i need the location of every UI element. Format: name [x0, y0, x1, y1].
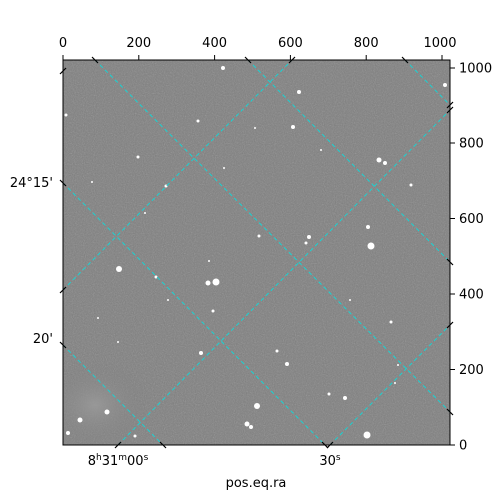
top-tick-label: 600 [278, 36, 303, 51]
grid-line-dec [63, 60, 293, 291]
top-tick-label: 200 [126, 36, 151, 51]
star [212, 278, 220, 286]
grid-line-ra [94, 60, 450, 413]
right-tick-label: 200 [459, 363, 484, 378]
dec-tick-label: 20' [33, 332, 53, 347]
star [136, 155, 140, 159]
star [291, 125, 295, 129]
star [66, 431, 70, 435]
star [376, 157, 382, 163]
sky-glow [63, 360, 150, 445]
star [116, 266, 122, 272]
star [304, 241, 308, 245]
ra-hours: 8 [88, 454, 96, 469]
star [343, 396, 347, 400]
ra-seconds: 00 [127, 454, 144, 469]
star [443, 83, 447, 87]
star [221, 66, 225, 70]
star [349, 299, 351, 301]
grid-line-ra [404, 60, 450, 106]
star [389, 320, 393, 324]
star [394, 382, 396, 384]
grid-line-ra [247, 60, 450, 263]
dec-tick-label: 24°15' [10, 176, 53, 191]
stars [64, 66, 447, 439]
star [64, 113, 68, 117]
right-tick-label: 600 [459, 212, 484, 227]
star [196, 119, 200, 123]
sky-image [63, 60, 450, 445]
star [257, 234, 261, 238]
star [397, 364, 399, 366]
star [97, 317, 99, 319]
top-tick-label: 800 [354, 36, 379, 51]
star [133, 434, 137, 438]
plot-frame [62, 59, 451, 446]
star [366, 225, 370, 229]
star [244, 421, 250, 427]
ra-tick-label: 8h31m00s [88, 453, 149, 469]
star [154, 275, 158, 279]
star [91, 181, 93, 183]
ra-hour-unit: h [96, 453, 102, 463]
ra-minutes: 31 [102, 454, 119, 469]
star [383, 161, 387, 165]
star [77, 417, 83, 423]
coordinate-grid [63, 60, 450, 445]
ra-second-unit: s [144, 453, 149, 463]
star [307, 235, 311, 239]
right-tick-label: 800 [459, 137, 484, 152]
ra-tick-label: 30s [319, 453, 341, 469]
star [205, 280, 211, 286]
star [363, 431, 371, 439]
wcs-tick-marks [59, 56, 454, 449]
grid-line-dec [117, 109, 450, 445]
star [409, 183, 413, 187]
star [327, 392, 331, 396]
star [320, 149, 322, 151]
grid-line-ra [63, 344, 164, 445]
grid-line-dec [329, 324, 450, 445]
star [211, 309, 215, 313]
right-tick-label: 400 [459, 288, 484, 303]
top-tick-label: 400 [202, 36, 227, 51]
star [367, 242, 375, 250]
star [104, 409, 110, 415]
star [144, 212, 146, 214]
star [254, 403, 260, 409]
top-pixel-axis [62, 55, 443, 60]
star [199, 351, 203, 355]
star [297, 90, 301, 94]
grid-line-ra [63, 182, 326, 445]
star [275, 349, 279, 353]
right-tick-label: 0 [459, 439, 467, 454]
star [208, 260, 210, 262]
right-pixel-axis [450, 67, 455, 446]
top-tick-label: 0 [59, 36, 67, 51]
star [167, 299, 169, 301]
star [254, 127, 256, 129]
star [249, 425, 253, 429]
ra-minute-unit: m [118, 453, 127, 463]
star [117, 341, 119, 343]
right-tick-label: 1000 [459, 62, 492, 77]
star [223, 167, 225, 169]
top-tick-label: 1000 [423, 36, 456, 51]
star [285, 362, 289, 366]
x-axis-label: pos.eq.ra [226, 476, 287, 491]
